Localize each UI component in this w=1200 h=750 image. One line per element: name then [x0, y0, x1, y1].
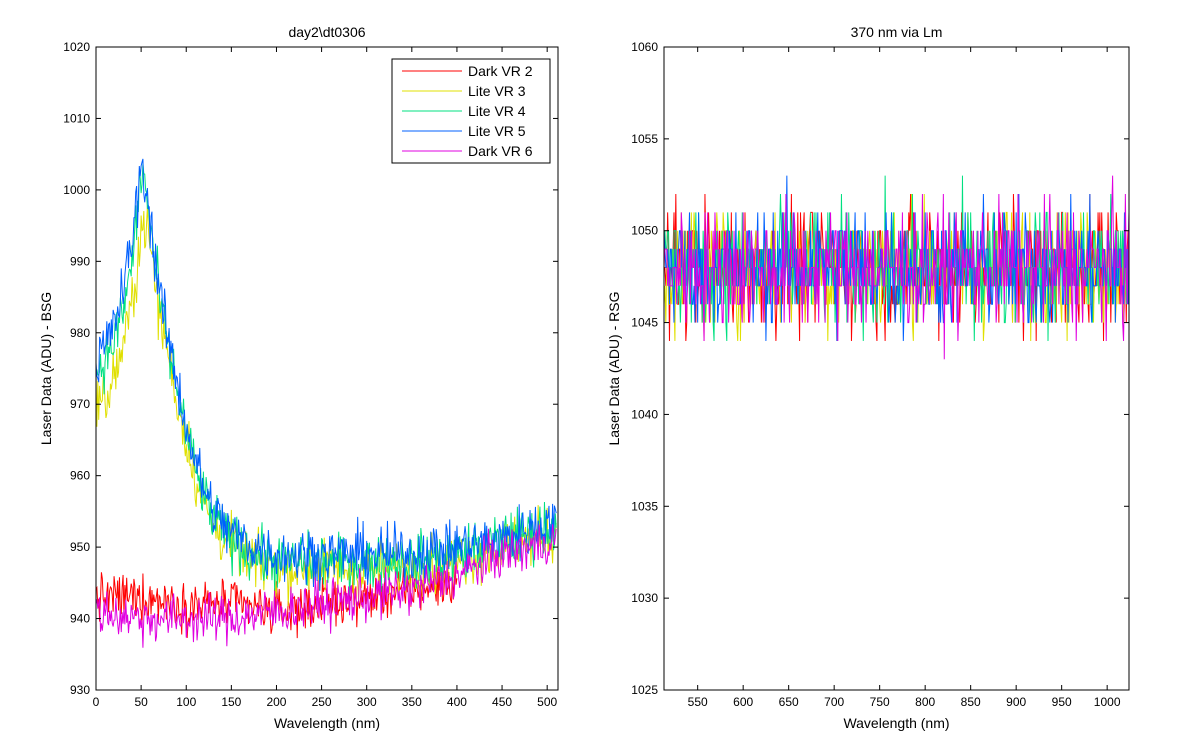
left-x-tick-label: 150 — [221, 695, 241, 709]
left-y-tick-label: 1020 — [63, 40, 90, 54]
right-series-line-5 — [664, 175, 1129, 360]
left-y-tick-label: 950 — [70, 540, 90, 554]
right-series-lines — [664, 175, 1129, 360]
left-series-line-3 — [96, 163, 557, 596]
right-x-axis-label: Wavelength (nm) — [843, 715, 949, 731]
right-y-tick-label: 1040 — [631, 407, 658, 421]
left-y-tick-label: 980 — [70, 326, 90, 340]
right-y-tick-label: 1025 — [631, 683, 658, 697]
left-legend: Dark VR 2 Lite VR 3 Lite VR 4 Lite VR 5 Dark… — [391, 58, 551, 164]
left-x-tick-label: 250 — [312, 695, 332, 709]
left-y-tick-label: 940 — [70, 612, 90, 626]
right-x-tick-label: 1000 — [1094, 695, 1121, 709]
left-legend-label-5: Dark VR 6 — [468, 143, 533, 159]
left-series-line-4 — [96, 158, 557, 591]
right-y-tick-label: 1055 — [631, 132, 658, 146]
right-y-tick-label: 1045 — [631, 316, 658, 330]
left-y-tick-label: 990 — [70, 254, 90, 268]
right-ticks: 550 600 650 700 750 800 850 900 950 1000 1025 1030 1… — [631, 40, 1129, 709]
left-legend-label-2: Lite VR 3 — [468, 83, 526, 99]
right-y-tick-label: 1060 — [631, 40, 658, 54]
left-plot-frame — [95, 46, 559, 691]
left-chart: 0 50 100 150 200 250 300 350 400 450 500 930 940 950 9… — [38, 24, 559, 731]
right-x-tick-label: 800 — [915, 695, 935, 709]
left-x-tick-label: 100 — [176, 695, 196, 709]
right-x-tick-label: 550 — [688, 695, 708, 709]
right-x-tick-label: 750 — [870, 695, 890, 709]
left-x-tick-label: 400 — [447, 695, 467, 709]
left-x-tick-label: 200 — [266, 695, 286, 709]
right-chart: 550 600 650 700 750 800 850 900 950 1000 1025 1030 1… — [606, 24, 1130, 731]
left-y-tick-label: 1000 — [63, 183, 90, 197]
right-y-tick-label: 1035 — [631, 499, 658, 513]
right-y-axis-label: Laser Data (ADU) - RSG — [606, 291, 622, 445]
left-y-tick-label: 1010 — [63, 111, 90, 125]
left-x-tick-label: 500 — [537, 695, 557, 709]
right-x-tick-label: 650 — [779, 695, 799, 709]
right-plot-frame — [663, 46, 1130, 691]
left-y-tick-label: 970 — [70, 397, 90, 411]
left-y-axis-label: Laser Data (ADU) - BSG — [38, 292, 54, 445]
left-x-axis-label: Wavelength (nm) — [274, 715, 380, 731]
left-legend-label-3: Lite VR 4 — [468, 103, 526, 119]
right-x-tick-label: 900 — [1006, 695, 1026, 709]
left-x-tick-label: 0 — [93, 695, 100, 709]
left-series-lines — [96, 158, 557, 648]
left-y-tick-label: 930 — [70, 683, 90, 697]
right-y-tick-label: 1050 — [631, 224, 658, 238]
left-x-tick-label: 300 — [357, 695, 377, 709]
left-legend-label-1: Dark VR 2 — [468, 63, 533, 79]
right-x-tick-label: 600 — [733, 695, 753, 709]
right-x-tick-label: 950 — [1052, 695, 1072, 709]
left-series-line-5 — [96, 524, 557, 648]
left-ticks: 0 50 100 150 200 250 300 350 400 450 500 930 940 950 9… — [63, 40, 558, 709]
right-x-tick-label: 850 — [961, 695, 981, 709]
left-x-tick-label: 350 — [402, 695, 422, 709]
right-y-tick-label: 1030 — [631, 591, 658, 605]
left-x-tick-label: 50 — [134, 695, 148, 709]
right-chart-title: 370 nm via Lm — [851, 24, 943, 40]
left-y-tick-label: 960 — [70, 469, 90, 483]
right-series-line-4 — [664, 175, 1129, 341]
left-chart-title: day2\dt0306 — [288, 24, 365, 40]
left-x-tick-label: 450 — [492, 695, 512, 709]
left-legend-label-4: Lite VR 5 — [468, 123, 526, 139]
right-x-tick-label: 700 — [824, 695, 844, 709]
